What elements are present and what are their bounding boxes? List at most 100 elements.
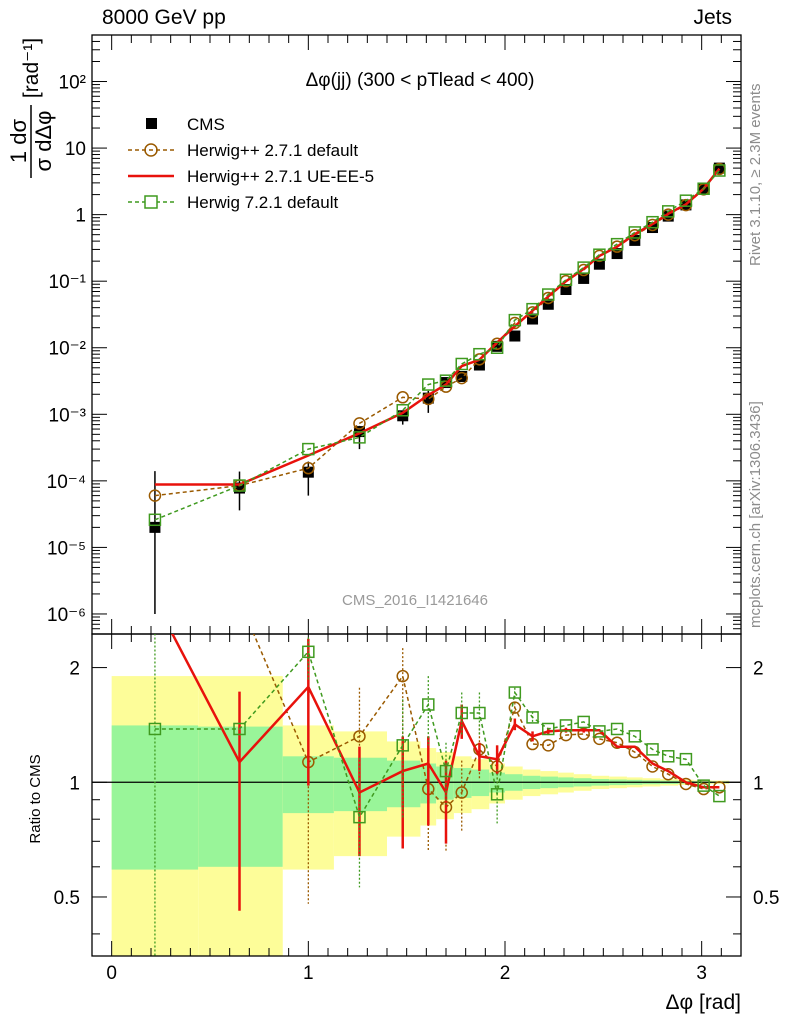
x-tick-label: 3	[696, 963, 707, 984]
y-tick-label-main: 10	[65, 139, 86, 160]
y-tick-label-ratio: 1	[69, 773, 80, 794]
herwig-7-2-1-default-point	[455, 706, 468, 720]
herwig-7-2-1-default-point	[679, 194, 693, 207]
herwig-7-2-1-default-point	[661, 750, 675, 763]
herwig-7-2-1-default-point	[439, 764, 453, 778]
ratio-panel-series	[148, 595, 726, 956]
legend-label-cms: CMS	[187, 115, 225, 134]
herwig-7-2-1-default-point	[233, 479, 246, 492]
legend-label-herwig271-default: Herwig++ 2.7.1 default	[187, 141, 358, 160]
y-tick-label-main: 10⁻⁴	[47, 472, 86, 493]
herwig-7-2-1-default-point	[473, 347, 486, 361]
y-tick-label-ratio: 0.5	[54, 888, 80, 909]
herwig-2-7-1-default-point	[353, 417, 366, 430]
herwig-7-2-1-default-point	[353, 810, 366, 824]
main-panel-series	[148, 162, 726, 614]
herwig-7-2-1-default-point	[148, 513, 162, 527]
y-tick-label-main: 10⁻⁶	[47, 605, 86, 626]
herwig-7-2-1-default-point	[697, 182, 710, 195]
y-tick-label-ratio-right: 1	[753, 773, 764, 794]
legend-entry-herwig271-default: Herwig++ 2.7.1 default	[128, 141, 358, 160]
cms-data-point	[542, 298, 554, 310]
legend: CMS Herwig++ 2.7.1 default Herwig++ 2.7.…	[128, 115, 374, 212]
x-tick-label: 1	[303, 963, 314, 984]
y-tick-label-main: 10⁻⁵	[47, 538, 86, 559]
series-herwig-7-2-1-default	[148, 164, 726, 527]
herwig-7-2-1-default-point	[697, 779, 710, 792]
cms-data-point	[611, 248, 623, 260]
y-axis-label-ratio: Ratio to CMS	[27, 754, 44, 843]
herwig-2-7-1-ue-ee-5-line	[154, 167, 721, 486]
y-label-unit: [rad⁻¹]	[20, 38, 43, 98]
herwig-7-2-1-default-point	[542, 288, 555, 301]
legend-entry-cms: CMS	[146, 115, 225, 134]
herwig-2-7-1-default-point	[593, 732, 606, 746]
herwig-7-2-1-default-point	[508, 686, 522, 699]
herwig-7-2-1-default-point	[593, 248, 606, 261]
cms-data-point	[302, 466, 314, 478]
ratio-panel-axes: 0.5 0.5 1 1 2 2 0 1 2 3	[54, 633, 779, 984]
herwig-2-7-1-default-point	[302, 461, 315, 475]
cms-data-point	[593, 258, 605, 270]
legend-label-herwig271-ueee5: Herwig++ 2.7.1 UE-EE-5	[187, 167, 374, 186]
herwig-7-2-1-default-point	[302, 442, 315, 456]
herwig-2-7-1-default-point	[353, 730, 366, 743]
herwig-7-2-1-default-point	[490, 341, 504, 354]
herwig-2-7-1-default-point	[542, 739, 555, 752]
header-category-label: Jets	[693, 6, 732, 29]
herwig-7-2-1-default-point	[610, 237, 624, 251]
herwig-2-7-1-default-point	[508, 701, 522, 714]
herwig-7-2-1-default-point	[559, 719, 573, 732]
herwig-7-2-1-default-point	[661, 205, 675, 218]
cms-data-point	[422, 392, 434, 404]
herwig-7-2-1-default-point	[713, 789, 726, 803]
watermark: CMS_2016_I1421646	[342, 592, 488, 609]
herwig-7-2-1-default-point	[542, 722, 555, 736]
herwig-2-7-1-default-point	[234, 595, 245, 606]
cms-data-point	[234, 482, 245, 494]
herwig-7-2-1-default-line	[154, 170, 720, 521]
herwig-7-2-1-default-point	[508, 313, 522, 327]
legend-label-herwig721-default: Herwig 7.2.1 default	[187, 193, 338, 212]
main-panel-axes: 10⁻⁶ 10⁻⁵ 10⁻⁴ 10⁻³ 10⁻² 10⁻¹ 1 10 10²	[47, 34, 742, 635]
herwig-7-2-1-default-point	[526, 302, 539, 316]
herwig-7-2-1-default-point	[593, 725, 606, 738]
x-tick-label: 0	[106, 963, 117, 984]
herwig-7-2-1-default-point	[577, 715, 590, 729]
herwig-7-2-1-default-point	[148, 722, 162, 736]
legend-entry-herwig271-ueee5: Herwig++ 2.7.1 UE-EE-5	[128, 167, 374, 186]
y-tick-label-main: 10²	[59, 73, 86, 94]
herwig-7-2-1-default-point	[353, 431, 366, 444]
herwig-7-2-1-default-point	[233, 722, 246, 736]
herwig-7-2-1-default-point	[526, 711, 539, 724]
cms-data-point	[149, 521, 161, 533]
herwig-7-2-1-default-point	[396, 404, 409, 417]
y-tick-label-main: 1	[75, 206, 86, 227]
y-tick-label-ratio: 2	[69, 659, 80, 680]
herwig-7-2-1-default-point	[422, 698, 435, 711]
y-tick-label-main: 10⁻¹	[49, 272, 87, 293]
series-herwig-2-7-1-default	[148, 162, 726, 502]
cms-data-point	[527, 313, 539, 325]
y-tick-label-main: 10⁻²	[49, 339, 87, 360]
ratio-uncertainty-bands	[111, 676, 730, 956]
cms-data-point	[440, 377, 452, 389]
herwig-7-2-1-default-point	[713, 164, 726, 177]
y-label-denominator: σ dΔφ	[31, 111, 56, 172]
y-tick-label-ratio-right: 2	[753, 659, 764, 680]
herwig-7-2-1-default-point	[473, 706, 486, 720]
herwig-2-7-1-default-point	[455, 371, 468, 385]
cms-data-point	[491, 340, 503, 352]
main-title: Δφ(jj) (300 < pTlead < 400)	[306, 70, 535, 91]
y-label-numerator: 1 dσ	[6, 119, 31, 164]
series-herwig-7-2-1-default	[148, 634, 726, 956]
herwig-7-2-1-default-point	[439, 374, 453, 387]
herwig-7-2-1-default-point	[646, 743, 659, 756]
herwig-7-2-1-default-point	[628, 226, 642, 239]
herwig-7-2-1-default-point	[577, 261, 590, 274]
herwig-7-2-1-default-point	[646, 215, 659, 229]
herwig-2-7-1-default-line	[154, 168, 720, 497]
x-tick-label: 2	[500, 963, 511, 984]
y-tick-label-ratio-right: 0.5	[753, 888, 779, 909]
